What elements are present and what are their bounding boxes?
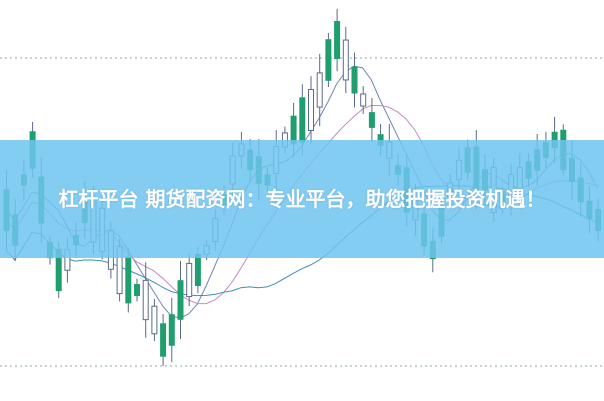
candle: [177, 280, 184, 320]
candle: [160, 323, 167, 357]
candle: [186, 262, 193, 298]
candle: [351, 66, 358, 94]
candle: [168, 314, 175, 346]
candle: [334, 21, 341, 59]
candle: [299, 97, 306, 143]
candle: [142, 279, 149, 321]
candle: [342, 39, 349, 81]
candle: [325, 39, 332, 81]
candle: [134, 284, 140, 296]
candle: [308, 89, 314, 131]
candle: [125, 256, 132, 304]
candle: [194, 254, 201, 286]
candle: [316, 72, 323, 108]
title-banner: 杠杆平台 期货配资网：专业平台，助您把握投资机遇！: [0, 140, 604, 258]
candle: [151, 305, 158, 335]
candle: [360, 93, 367, 107]
banner-title: 杠杆平台 期货配资网：专业平台，助您把握投资机遇！: [58, 187, 546, 211]
candle: [368, 112, 375, 128]
